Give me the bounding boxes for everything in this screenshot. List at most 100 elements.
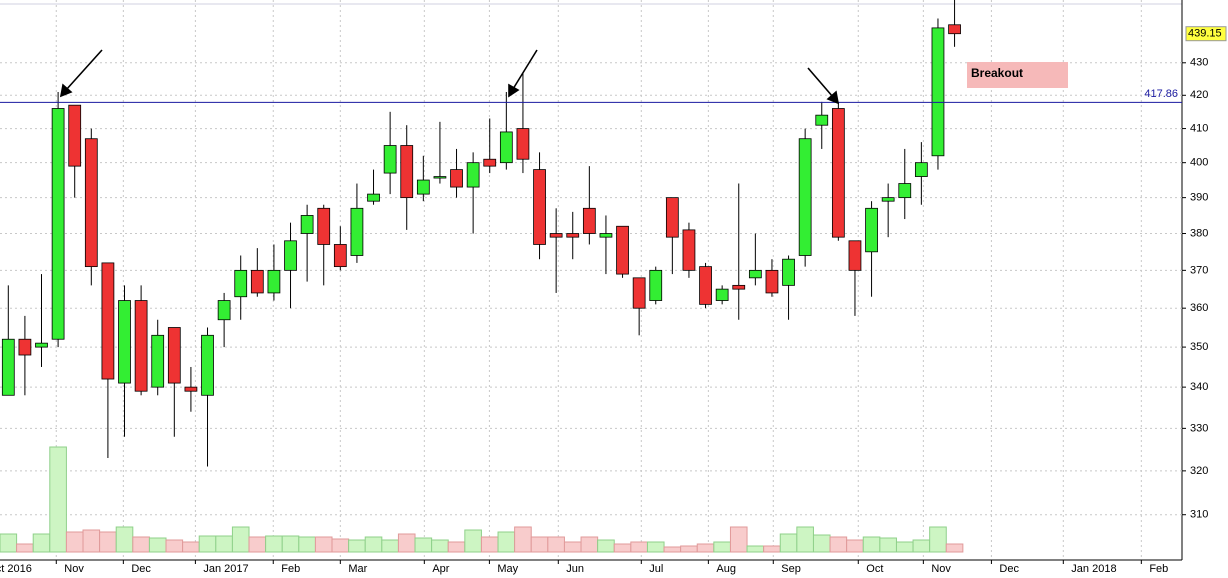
volume-bar (381, 539, 399, 553)
candle-body (151, 334, 165, 388)
volume-bar (148, 537, 167, 553)
x-tick-label: Jan 2018 (1071, 563, 1116, 575)
y-tick-label: 410 (1190, 122, 1208, 134)
volume-bar (696, 543, 715, 553)
candle-body (284, 240, 297, 271)
candle-body (433, 176, 447, 179)
volume-bar (597, 539, 615, 553)
volume-bar (281, 535, 300, 553)
y-tick-label: 330 (1190, 422, 1208, 434)
candle-body (383, 145, 397, 174)
candle-body (948, 24, 961, 35)
y-tick-label: 420 (1190, 89, 1208, 101)
last-price-label: 439.15 (1188, 28, 1222, 40)
volume-bar (663, 546, 682, 553)
candle-body (599, 233, 613, 238)
candle-body (848, 240, 862, 271)
candle-body (549, 233, 563, 238)
volume-bar (929, 526, 947, 553)
volume-bar (65, 531, 84, 553)
candle-body (815, 114, 829, 126)
candle-body (483, 158, 497, 167)
candle-body (914, 162, 928, 177)
candle-body (367, 193, 380, 202)
candle-body (566, 233, 580, 238)
volume-bar (680, 545, 698, 553)
volume-bar (132, 536, 150, 553)
candle-body (400, 145, 414, 199)
volume-bar (514, 526, 532, 553)
volume-bar (746, 545, 765, 553)
candle-body (765, 269, 779, 294)
candle-body (865, 207, 878, 253)
volume-bar (82, 529, 101, 553)
candle-body (782, 258, 795, 286)
candle-body (649, 269, 663, 301)
volume-bar (713, 541, 731, 553)
candle-body (516, 128, 530, 160)
candle-body (68, 104, 82, 167)
candle-body (466, 162, 480, 188)
candle-body (616, 225, 629, 275)
y-tick-label: 360 (1190, 302, 1208, 314)
volume-bar (912, 539, 931, 553)
volume-bar (812, 534, 831, 553)
y-tick-label: 320 (1190, 465, 1208, 477)
x-tick-label: Jul (649, 563, 663, 575)
volume-bar (165, 539, 184, 553)
arrow-head (59, 83, 73, 98)
volume-bar (729, 526, 748, 553)
candle-body (18, 338, 32, 356)
x-tick-label: Oct 2016 (0, 563, 32, 575)
x-tick-label: Feb (1149, 563, 1168, 575)
y-tick-label: 400 (1190, 157, 1208, 169)
volume-bar (464, 529, 482, 553)
volume-bar (530, 536, 549, 553)
candle-body (416, 179, 430, 195)
x-tick-label: Mar (348, 563, 367, 575)
annotation-text: Breakout (971, 66, 1023, 80)
candle-body (217, 300, 231, 321)
candle-body (184, 386, 198, 392)
volume-bar (298, 536, 316, 553)
volume-bar (16, 543, 34, 553)
volume-bar (613, 543, 632, 553)
volume-bar (829, 536, 848, 553)
volume-bar (99, 531, 117, 553)
volume-bar (796, 526, 814, 553)
candle-body (732, 284, 746, 290)
candle-body (300, 215, 314, 234)
volume-bar (480, 536, 499, 553)
candle-body (499, 131, 513, 164)
x-tick-label: Oct (866, 563, 883, 575)
candle-body (51, 108, 65, 340)
volume-bar (646, 541, 665, 553)
volume-bar (447, 541, 466, 553)
volume-bar (779, 533, 798, 553)
y-tick-label: 310 (1190, 509, 1208, 521)
candle-body (533, 169, 546, 245)
volume-bar (198, 535, 217, 553)
candle-body (1, 338, 15, 396)
volume-bar (397, 533, 416, 553)
candle-body (798, 138, 812, 256)
arrow (807, 67, 834, 98)
y-tick-label: 380 (1190, 227, 1208, 239)
volume-bar (115, 526, 134, 553)
x-tick-label: Sep (781, 563, 801, 575)
volume-bar (348, 539, 366, 553)
y-tick-label: 390 (1190, 192, 1208, 204)
volume-bar (580, 536, 599, 553)
candle-body (167, 327, 181, 384)
volume-bar (248, 536, 267, 553)
arrow (512, 49, 538, 90)
x-tick-label: Nov (64, 563, 84, 575)
volume-bar (314, 536, 333, 553)
volume-bar (431, 539, 449, 553)
arrows (59, 49, 840, 105)
candle-body (582, 207, 596, 234)
candle-body (234, 269, 248, 298)
volume-bar (414, 537, 433, 553)
volume-bar (945, 543, 964, 553)
last-price-box (1185, 26, 1227, 42)
